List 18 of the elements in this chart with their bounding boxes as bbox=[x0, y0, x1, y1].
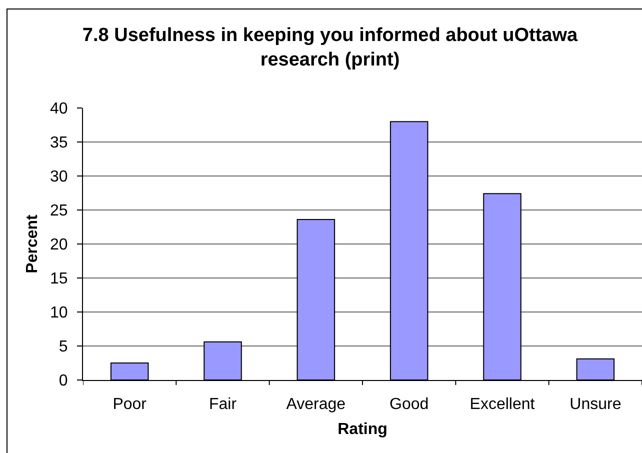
y-tick-label: 35 bbox=[50, 134, 68, 152]
y-tick-label: 10 bbox=[50, 304, 68, 322]
x-tick-label: Unsure bbox=[570, 396, 622, 414]
y-tick-label: 25 bbox=[50, 202, 68, 220]
x-tick-label: Average bbox=[286, 396, 346, 414]
x-axis-title: Rating bbox=[338, 420, 388, 438]
y-tick-label: 30 bbox=[50, 168, 68, 186]
y-tick-label: 0 bbox=[58, 372, 68, 390]
x-tick-label: Poor bbox=[112, 396, 148, 414]
x-tick-label: Excellent bbox=[470, 396, 536, 414]
x-tick-label: Good bbox=[390, 396, 429, 414]
y-tick-label: 20 bbox=[50, 236, 68, 254]
y-tick-label: 40 bbox=[50, 100, 68, 118]
y-tick-label: 5 bbox=[58, 338, 68, 356]
chart-title: 7.8 Usefulness in keeping you informed about uOttawa research (print) bbox=[82, 25, 578, 71]
y-tick-label: 15 bbox=[50, 270, 68, 288]
y-axis-title: Percent bbox=[24, 214, 41, 274]
x-tick-label: Fair bbox=[208, 396, 238, 414]
